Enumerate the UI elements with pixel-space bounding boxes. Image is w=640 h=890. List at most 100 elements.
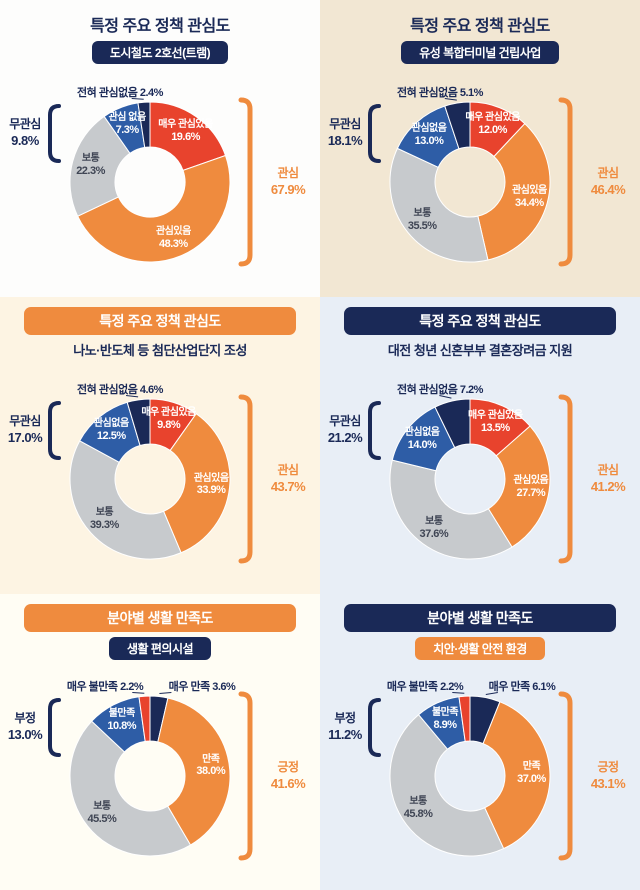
left-aggregate-label: 부정 13.0% [7, 711, 43, 743]
aggregate-value: 43.1% [590, 775, 626, 791]
donut-segment [444, 101, 471, 150]
segment-value: 8.9% [433, 718, 457, 731]
aggregate-value: 41.2% [590, 478, 626, 494]
aggregate-value: 41.6% [270, 775, 306, 791]
panel-subtitle: 유성 복합터미널 건립사업 [401, 41, 559, 64]
panel-title: 특정 주요 정책 관심도 [24, 307, 296, 335]
left-aggregate-label: 무관심 18.1% [327, 116, 363, 149]
callout-label: 매우 만족 3.6% [168, 681, 236, 693]
segment-value: 39.3% [90, 519, 119, 532]
left-aggregate-label: 무관심 9.8% [9, 117, 41, 149]
aggregate-value: 11.2% [328, 726, 362, 742]
donut-svg [368, 97, 573, 267]
callout-line [132, 692, 145, 694]
left-aggregate-label: 부정 11.2% [328, 711, 362, 743]
left-aggregate-label: 무관심 21.2% [328, 414, 363, 446]
callout-label: 전혀 관심없음 4.6% [77, 384, 163, 396]
left-bracket [368, 401, 381, 460]
segment-value: 10.8% [107, 720, 137, 733]
callout-label: 매우 불만족 2.2% [386, 681, 464, 693]
panel-policy-nano-semiconductor: 특정 주요 정책 관심도 나노·반도체 등 첨단산업단지 조성 매우 관심있음 9… [0, 297, 320, 594]
segment-label: 관심있음 48.3% [138, 226, 208, 251]
segment-value: 9.8% [157, 419, 181, 432]
panel-title: 특정 주요 정책 관심도 [344, 307, 616, 335]
aggregate-name: 긍정 [597, 759, 619, 774]
right-bracket [558, 691, 573, 861]
aggregate-name: 무관심 [329, 116, 361, 131]
segment-value: 33.9% [196, 484, 226, 497]
donut-chart: 매우 만족 3.6% 만족 38.0% 보통 45.5% 불만족 10.8% 매우 불만족 2… [0, 654, 320, 890]
aggregate-value: 13.0% [7, 726, 43, 742]
donut-segment [137, 101, 151, 148]
left-aggregate-label: 무관심 17.0% [8, 413, 43, 446]
segment-label: 관심 없음 7.3% [92, 112, 162, 137]
segment-value: 37.6% [419, 527, 449, 540]
segment-label: 관심없음 12.5% [76, 418, 146, 443]
segment-label: 관심없음 14.0% [387, 427, 457, 452]
donut-svg [48, 394, 253, 564]
panel-subtitle-row: 유성 복합터미널 건립사업 [320, 41, 640, 64]
left-bracket [48, 104, 61, 163]
segment-value: 34.4% [515, 196, 544, 209]
segment-name: 매우 관심있음 [468, 409, 523, 421]
right-aggregate-label: 긍정 43.1% [590, 759, 626, 792]
donut-svg [368, 691, 573, 861]
segment-label: 불만족 10.8% [87, 708, 157, 733]
segment-name: 관심없음 [411, 123, 447, 135]
callout-label: 전혀 관심없음 5.1% [397, 87, 483, 99]
panel-title: 분야별 생활 만족도 [24, 604, 296, 632]
donut-segment [69, 440, 182, 560]
left-bracket [48, 401, 61, 460]
segment-label: 매우 관심있음 9.8% [134, 407, 204, 432]
segment-label: 매우 관심있음 19.6% [151, 119, 221, 144]
right-bracket [238, 394, 253, 564]
segment-name: 보통 [81, 153, 100, 165]
aggregate-value: 9.8% [11, 132, 39, 148]
segment-value: 13.0% [414, 134, 444, 147]
aggregate-value: 18.1% [327, 132, 363, 148]
segment-name: 매우 관심있음 [465, 111, 520, 123]
segment-value: 19.6% [171, 130, 200, 143]
donut-chart: 매우 관심있음 19.6% 관심있음 48.3% 보통 22.3% 관심 없음 7.3% 전혀 … [0, 60, 320, 296]
segment-name: 관심있음 [193, 472, 229, 484]
panel-subtitle: 대전 청년 신혼부부 결혼장려금 지원 [387, 343, 573, 358]
panel-policy-marriage-incentive: 특정 주요 정책 관심도 대전 청년 신혼부부 결혼장려금 지원 매우 관심있음… [320, 297, 640, 594]
donut-segment [487, 425, 551, 548]
donut-svg [368, 394, 573, 564]
aggregate-name: 무관심 [9, 413, 41, 428]
callout-line [444, 98, 457, 101]
segment-label: 보통 45.8% [383, 796, 453, 821]
segment-name: 보통 [95, 507, 114, 519]
donut-chart: 매우 만족 6.1% 만족 37.0% 보통 45.8% 불만족 8.9% 매우 불만족 2.… [320, 654, 640, 890]
donut-segment [389, 459, 513, 560]
segment-name: 관심없음 [404, 427, 440, 439]
segment-label: 불만족 8.9% [410, 707, 480, 732]
segment-label: 관심없음 13.0% [394, 123, 464, 148]
donut-segment [77, 154, 231, 263]
segment-label: 보통 35.5% [387, 208, 457, 233]
panel-subtitle-row: 생활 편의시설 [0, 637, 320, 660]
donut-chart: 매우 관심있음 13.5% 관심있음 27.7% 보통 37.6% 관심없음 14.0% 전혀 … [320, 357, 640, 593]
callout-label: 매우 만족 6.1% [488, 681, 556, 693]
segment-value: 12.0% [478, 123, 507, 136]
right-aggregate-label: 관심 41.2% [590, 463, 626, 495]
callout-label: 매우 불만족 2.2% [66, 681, 144, 693]
callout-label: 전혀 관심없음 2.4% [77, 87, 163, 99]
segment-name: 불만족 [431, 706, 459, 718]
segment-name: 관심있음 [511, 185, 547, 197]
segment-name: 관심 없음 [108, 111, 147, 123]
segment-label: 보통 45.5% [67, 801, 137, 826]
panel-subtitle-row: 나노·반도체 등 첨단산업단지 조성 [0, 340, 320, 363]
right-aggregate-label: 관심 43.7% [271, 463, 306, 495]
aggregate-name: 관심 [597, 165, 619, 180]
callout-line [126, 395, 139, 398]
panel-subtitle: 생활 편의시설 [108, 637, 212, 660]
aggregate-value: 46.4% [590, 181, 626, 197]
callout-line [131, 98, 144, 100]
segment-label: 매우 관심있음 12.0% [458, 112, 528, 137]
segment-label: 관심있음 34.4% [494, 185, 564, 210]
segment-name: 만족 [522, 761, 541, 773]
segment-value: 48.3% [159, 237, 188, 250]
segment-name: 보통 [409, 795, 427, 807]
